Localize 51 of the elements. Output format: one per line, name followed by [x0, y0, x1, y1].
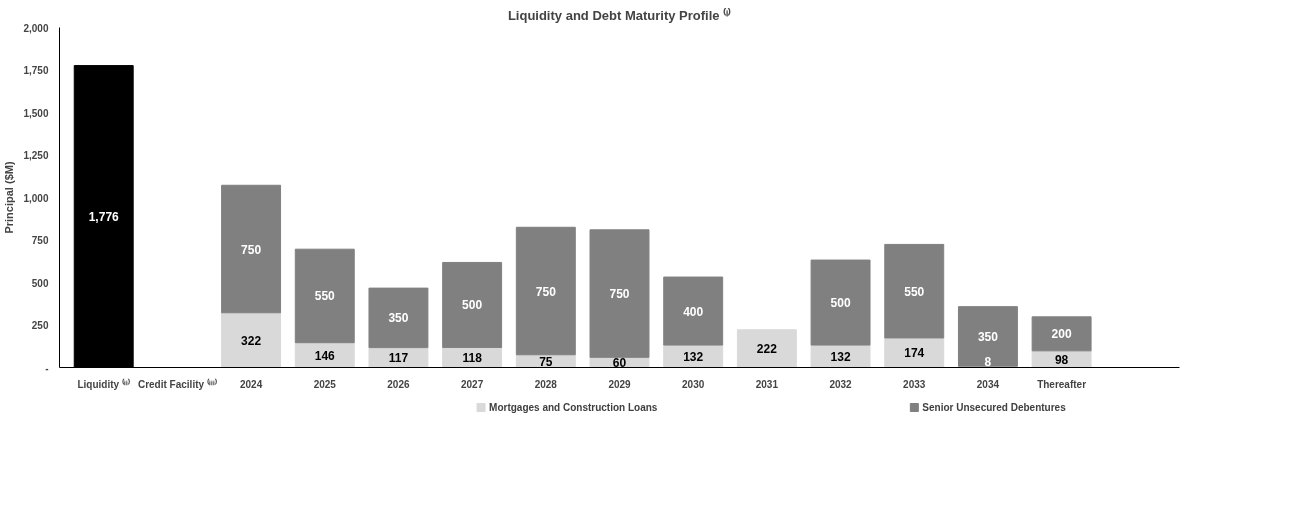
data-label: 132 — [683, 349, 704, 364]
data-label: 750 — [241, 242, 262, 257]
y-tick-label: 1,250 — [23, 150, 49, 161]
y-tick-label: - — [45, 362, 49, 374]
data-label: 132 — [830, 349, 851, 364]
data-label: 500 — [830, 296, 851, 311]
data-label: 200 — [1051, 327, 1072, 342]
legend-label: Mortgages and Construction Loans — [489, 402, 658, 413]
data-label: 8 — [984, 355, 992, 370]
data-label: 146 — [314, 348, 336, 363]
x-tick-label: 2030 — [682, 378, 705, 390]
data-label: 118 — [462, 350, 483, 365]
data-label: 98 — [1054, 352, 1069, 367]
x-tick-label: 2026 — [387, 378, 411, 390]
x-tick-label: Credit Facility ⁽ⁱⁱⁱ⁾ — [137, 377, 217, 390]
data-label: 222 — [756, 342, 778, 357]
y-tick-label: 1,000 — [23, 192, 49, 204]
x-tick-label: 2027 — [461, 378, 484, 390]
y-tick-label: 250 — [31, 320, 49, 331]
y-tick-label: 1,750 — [23, 65, 49, 76]
x-tick-label: 2028 — [534, 378, 558, 390]
x-tick-label: 2029 — [608, 378, 632, 390]
chart-title: Liquidity and Debt Maturity Profile ⁽ⁱ⁾ — [507, 6, 732, 23]
data-label: 117 — [388, 351, 409, 366]
y-tick-label: 1,500 — [23, 107, 49, 119]
x-tick-label: 2034 — [976, 378, 1000, 390]
data-label: 750 — [609, 287, 630, 302]
data-label: 550 — [314, 289, 336, 304]
data-label: 174 — [904, 346, 925, 361]
x-tick-label: 2025 — [313, 378, 337, 390]
data-label: 500 — [462, 298, 483, 313]
x-tick-label: 2032 — [829, 378, 853, 390]
x-tick-label: Thereafter — [1037, 378, 1087, 390]
y-axis-title: Principal ($M) — [3, 161, 16, 234]
data-label: 350 — [977, 329, 999, 344]
y-tick-label: 2,000 — [23, 22, 49, 34]
data-label: 75 — [539, 354, 553, 369]
x-tick-label: 2024 — [239, 378, 263, 390]
legend-label: Senior Unsecured Debentures — [922, 402, 1067, 413]
x-tick-label: 2033 — [903, 378, 926, 390]
y-tick-label: 750 — [31, 235, 49, 246]
data-label: 750 — [535, 284, 557, 299]
data-label: 350 — [388, 311, 409, 326]
data-label: 322 — [241, 333, 262, 348]
data-label: 60 — [612, 355, 627, 370]
x-tick-label: 2031 — [755, 378, 779, 390]
y-tick-label: 500 — [31, 277, 49, 289]
data-label: 1,776 — [88, 210, 120, 225]
x-tick-label: Liquidity ⁽ⁱⁱ⁾ — [77, 377, 130, 390]
data-label: 550 — [904, 284, 925, 299]
data-label: 400 — [683, 304, 704, 319]
